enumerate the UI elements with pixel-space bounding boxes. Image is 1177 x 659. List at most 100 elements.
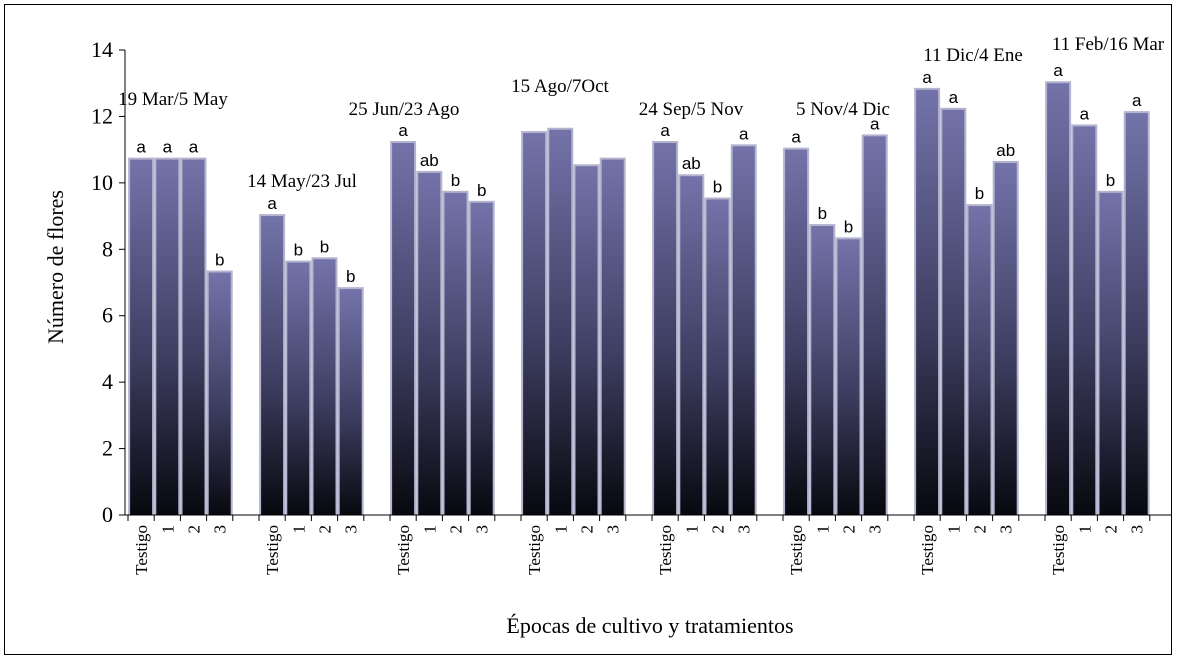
x-tick-label: Testigo: [263, 525, 282, 575]
bar: [261, 216, 284, 516]
significance-letter: a: [189, 138, 199, 157]
bar: [601, 159, 624, 515]
significance-letter: a: [1132, 91, 1142, 110]
bar: [811, 226, 834, 516]
significance-letter: ab: [996, 141, 1015, 160]
x-tick-label: 2: [971, 525, 990, 534]
y-tick-label: 4: [102, 369, 113, 394]
group-label: 19 Mar/5 May: [118, 89, 228, 110]
significance-letter: a: [660, 121, 670, 140]
bar: [680, 176, 703, 515]
significance-letter: a: [1080, 104, 1090, 123]
y-tick-label: 0: [102, 502, 113, 527]
bar: [182, 159, 205, 515]
y-tick-label: 12: [91, 103, 113, 128]
bar: [654, 143, 677, 515]
bar: [523, 133, 546, 516]
x-tick-label: 3: [342, 525, 361, 534]
significance-letter: a: [791, 128, 801, 147]
x-tick-label: 3: [735, 525, 754, 534]
bar: [1073, 126, 1096, 516]
x-tick-label: 3: [211, 525, 230, 534]
x-tick-label: Testigo: [918, 525, 937, 575]
bar: [916, 89, 939, 515]
x-tick-label: 1: [289, 525, 308, 534]
x-tick-label: 2: [578, 525, 597, 534]
bar: [313, 259, 336, 515]
significance-letter: b: [818, 204, 827, 223]
bar: [732, 146, 755, 516]
x-tick-label: 1: [158, 525, 177, 534]
bar: [1125, 113, 1148, 515]
significance-letter: b: [844, 217, 853, 236]
x-tick-label: 2: [185, 525, 204, 534]
bar: [968, 206, 991, 515]
bar: [208, 272, 231, 515]
group-label: 11 Dic/4 Ene: [923, 45, 1023, 66]
y-tick-label: 14: [91, 37, 113, 62]
x-tick-label: 2: [1102, 525, 1121, 534]
x-tick-label: 3: [997, 525, 1016, 534]
bar: [130, 159, 153, 515]
bar: [1099, 192, 1122, 516]
bar: [785, 149, 808, 515]
bar: [470, 202, 493, 516]
bar: [837, 239, 860, 516]
significance-letter: b: [294, 241, 303, 260]
chart-frame: a a a b a b b b a ab b b a ab b a a b b a a a b ab a a b a Testigo 1…: [4, 4, 1172, 655]
group-label: 15 Ago/7Oct: [511, 76, 609, 97]
significance-letter: a: [398, 121, 408, 140]
y-tick-label: 6: [102, 303, 113, 328]
significance-letter: b: [713, 177, 722, 196]
group-label: 14 May/23 Jul: [247, 171, 357, 192]
x-tick-label: Testigo: [394, 525, 413, 575]
bar: [392, 143, 415, 515]
significance-letter: b: [215, 251, 224, 270]
significance-letter: b: [975, 184, 984, 203]
y-tick-label: 2: [102, 436, 113, 461]
significance-letter: b: [346, 267, 355, 286]
x-tick-label: 2: [840, 525, 859, 534]
y-tick-label: 8: [102, 236, 113, 261]
significance-letter: a: [870, 114, 880, 133]
bar: [287, 262, 310, 515]
significance-letter: a: [922, 68, 932, 87]
bar: [1047, 83, 1070, 515]
x-tick-label: 2: [709, 525, 728, 534]
significance-letter: a: [267, 194, 277, 213]
x-tick-label: 1: [551, 525, 570, 534]
x-tick-label: 1: [1075, 525, 1094, 534]
significance-letter: b: [451, 171, 460, 190]
bar: [994, 162, 1017, 515]
significance-letter: b: [320, 237, 329, 256]
x-tick-label: 3: [1128, 525, 1147, 534]
bar: [418, 172, 441, 515]
x-tick-label: 2: [316, 525, 335, 534]
bar: [942, 109, 965, 516]
significance-letter: a: [739, 124, 749, 143]
significance-letter: ab: [682, 154, 701, 173]
bar: [706, 199, 729, 515]
significance-letter: a: [163, 138, 173, 157]
x-tick-label: Testigo: [787, 525, 806, 575]
significance-letter: b: [1106, 171, 1115, 190]
x-tick-label: 1: [944, 525, 963, 534]
x-axis-label: Épocas de cultivo y tratamientos: [506, 613, 793, 638]
group-label: 5 Nov/4 Dic: [796, 99, 890, 120]
significance-letter: ab: [420, 151, 439, 170]
bar: [156, 159, 179, 515]
x-tick-label: 3: [604, 525, 623, 534]
x-tick-label: 3: [473, 525, 492, 534]
group-label: 24 Sep/5 Nov: [639, 99, 744, 120]
x-tick-label: 3: [866, 525, 885, 534]
x-tick-label: Testigo: [132, 525, 151, 575]
significance-letter: a: [1053, 61, 1063, 80]
significance-letter: a: [136, 138, 146, 157]
x-tick-label: 1: [420, 525, 439, 534]
bar: [575, 166, 598, 515]
bar: [444, 192, 467, 516]
significance-letter: a: [949, 88, 959, 107]
x-tick-label: Testigo: [656, 525, 675, 575]
